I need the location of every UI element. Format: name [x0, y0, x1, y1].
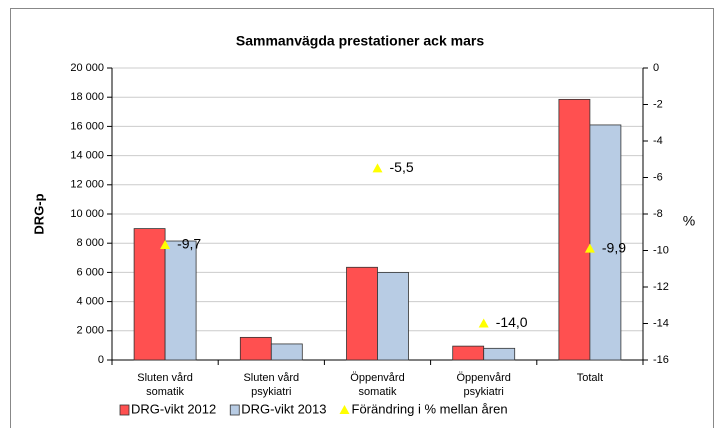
data-label: -9,9	[602, 239, 626, 255]
legend-label: DRG-vikt 2013	[241, 401, 326, 416]
y2-tick-label: -14	[653, 317, 669, 329]
bar	[589, 124, 622, 361]
bar	[164, 240, 197, 361]
y2-tick-label: -4	[653, 135, 663, 147]
y2-tick-label: -2	[653, 98, 663, 110]
y-tick-label: 14 000	[70, 150, 104, 162]
y2-tick-label: -16	[653, 354, 669, 366]
bar	[558, 98, 591, 361]
y-tick-label: 6 000	[76, 266, 104, 278]
y2-tick-label: 0	[653, 62, 659, 74]
y2-tick-label: -8	[653, 208, 663, 220]
data-label: -14,0	[496, 314, 528, 330]
data-label: -9,7	[177, 236, 201, 252]
x-tick-label: Sluten vård somatik	[137, 372, 193, 398]
bar	[377, 271, 409, 361]
chart-title: Sammanvägda prestationer ack mars	[236, 33, 484, 49]
x-tick-line: Sluten vård	[137, 372, 193, 384]
bar	[239, 336, 272, 361]
x-tick-line: Totalt	[577, 372, 603, 384]
legend-swatch	[229, 404, 240, 416]
x-tick-line: psykiatri	[464, 386, 504, 398]
bar	[133, 228, 166, 361]
y-tick-label: 20 000	[70, 62, 104, 74]
data-label: -5,5	[390, 159, 414, 175]
y2-tick-label: -6	[653, 171, 663, 183]
marker	[372, 163, 383, 173]
legend-swatch	[339, 405, 350, 414]
bar	[270, 343, 303, 361]
bar	[452, 345, 485, 361]
y-tick-label: 2 000	[76, 325, 104, 337]
legend-swatch	[119, 404, 130, 416]
x-tick-line: somatik	[146, 386, 184, 398]
x-tick-line: Öppenvård	[456, 372, 510, 384]
marker	[584, 243, 595, 253]
x-tick-line: psykiatri	[251, 386, 291, 398]
y-tick-label: 0	[98, 354, 104, 366]
y2-axis-label: %	[683, 213, 695, 229]
x-tick-label: Öppenvård somatik	[350, 372, 404, 398]
x-tick-line: Öppenvård	[350, 372, 404, 384]
y-tick-label: 16 000	[70, 120, 104, 132]
marker	[478, 318, 489, 328]
y-tick-label: 4 000	[76, 296, 104, 308]
y-axis-label: DRG-p	[31, 193, 46, 234]
y2-tick-label: -10	[653, 244, 669, 256]
bar	[346, 266, 378, 361]
y-tick-label: 18 000	[70, 91, 104, 103]
x-tick-label: Sluten vård psykiatri	[243, 372, 299, 398]
x-tick-label: Totalt	[577, 372, 603, 384]
y-tick-label: 10 000	[70, 208, 104, 220]
marker	[160, 240, 171, 250]
y2-tick-label: -12	[653, 281, 669, 293]
x-tick-line: Sluten vård	[243, 372, 299, 384]
legend-label: DRG-vikt 2012	[131, 401, 216, 416]
x-tick-label: Öppenvård psykiatri	[456, 372, 510, 398]
bar	[483, 347, 516, 361]
y-tick-label: 8 000	[76, 237, 104, 249]
legend-label: Förändring i % mellan åren	[352, 401, 508, 416]
x-tick-line: somatik	[359, 386, 397, 398]
y-tick-label: 12 000	[70, 179, 104, 191]
